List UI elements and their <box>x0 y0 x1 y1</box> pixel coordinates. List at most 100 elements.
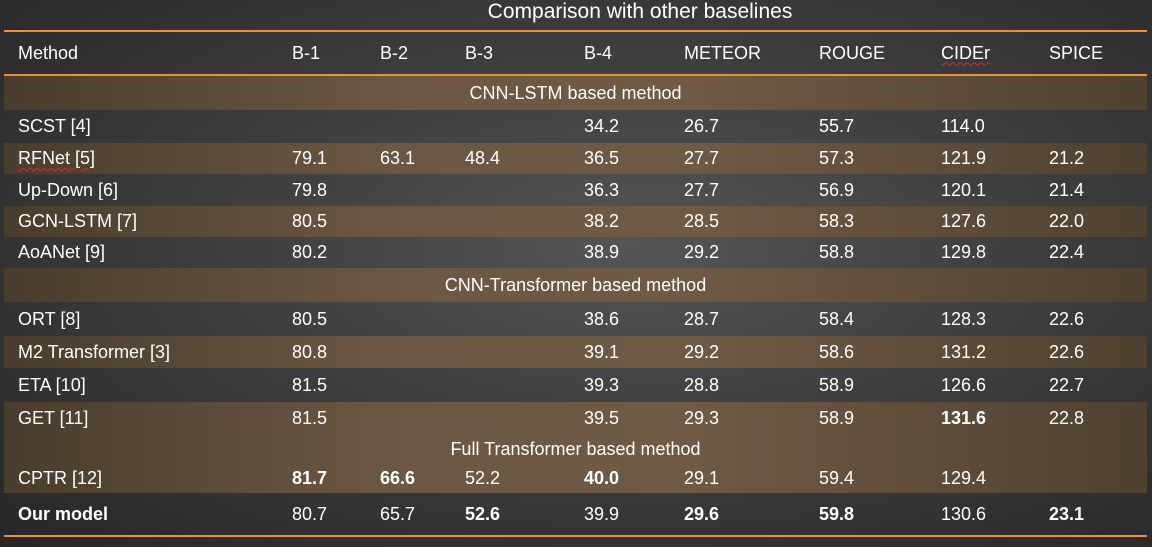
method-cell: M2 Transformer [3] <box>18 336 170 368</box>
value-cell-b-1: 80.2 <box>292 242 328 262</box>
column-header-label: B-3 <box>465 42 494 63</box>
method-name: AoANet [9] <box>18 242 106 262</box>
method-cell: GCN-LSTM [7] <box>18 206 137 237</box>
column-header-label: B-4 <box>584 42 613 63</box>
method-cell: AoANet [9] <box>18 237 105 268</box>
column-header-label: METEOR <box>684 42 762 63</box>
table-row: GET [11] 81.5 39.5 29.3 58.9 131.6 22.8 <box>4 402 1147 435</box>
column-header-label: SPICE <box>1049 42 1104 63</box>
value-cell-b-4: 38.2 <box>584 211 620 231</box>
value-cell-b-1: 79.1 <box>292 148 328 168</box>
method-cell: SCST [4] <box>18 110 91 143</box>
table-row: ORT [8] 80.5 38.6 28.7 58.4 128.3 22.6 <box>4 302 1147 336</box>
method-name: GET [11] <box>18 408 89 428</box>
value-cell-meteor: 28.5 <box>684 211 720 231</box>
value-cell-cider: 130.6 <box>941 503 987 524</box>
value-cell-b-1: 80.7 <box>292 503 328 524</box>
column-header-b-1: B-1 <box>292 32 320 74</box>
value-cell-spice: 21.4 <box>1049 179 1085 200</box>
header-rule <box>4 74 1147 76</box>
value-cell-b-2: 63.1 <box>380 148 416 168</box>
value-cell-spice: 22.7 <box>1049 374 1085 395</box>
method-name: CPTR [12] <box>18 467 103 488</box>
column-header-label: B-2 <box>380 42 409 63</box>
value-cell-b-4: 40.0 <box>584 467 620 488</box>
method-cell: ETA [10] <box>18 368 86 402</box>
comparison-table: Method B-1 B-2 B-3 B-4 METEOR ROUGE CIDEr SPICE C… <box>4 30 1147 537</box>
group-label: Full Transformer based method <box>450 438 701 459</box>
value-cell-b-1: 80.5 <box>292 308 328 329</box>
value-cell-b-4: 39.3 <box>584 374 620 395</box>
column-header-cider: CIDEr <box>941 32 990 74</box>
value-cell-b-3: 48.4 <box>465 148 501 168</box>
value-cell-meteor: 27.7 <box>684 148 720 168</box>
table-row: AoANet [9] 80.2 38.9 29.2 58.8 129.8 22.4 <box>4 237 1147 268</box>
value-cell-spice: 22.4 <box>1049 242 1085 262</box>
value-cell-b-1: 79.8 <box>292 179 328 200</box>
value-cell-rouge: 58.9 <box>819 374 855 395</box>
value-cell-cider: 131.6 <box>941 408 987 428</box>
column-header-label: CIDEr <box>941 42 990 63</box>
value-cell-meteor: 29.6 <box>684 503 720 524</box>
method-name: Up-Down [6] <box>18 179 119 200</box>
value-cell-rouge: 59.4 <box>819 467 855 488</box>
method-name: Our model <box>18 503 109 524</box>
value-cell-rouge: 59.8 <box>819 503 855 524</box>
method-cell: Our model <box>18 493 108 535</box>
column-header-spice: SPICE <box>1049 32 1103 74</box>
table-row: CPTR [12] 81.7 66.6 52.2 40.0 29.1 59.4 129.4 <box>4 463 1147 493</box>
column-header-method: Method <box>18 32 78 74</box>
method-name: RFNet [5] <box>18 148 96 168</box>
value-cell-cider: 131.2 <box>941 341 987 362</box>
column-header-rouge: ROUGE <box>819 32 885 74</box>
value-cell-b-4: 39.5 <box>584 408 620 428</box>
method-cell: GET [11] <box>18 402 88 435</box>
table-row: SCST [4] 34.2 26.7 55.7 114.0 <box>4 110 1147 143</box>
header-row: Method B-1 B-2 B-3 B-4 METEOR ROUGE CIDEr SPICE <box>4 32 1147 74</box>
value-cell-b-4: 38.9 <box>584 242 620 262</box>
column-header-label: Method <box>18 42 79 63</box>
value-cell-b-1: 80.8 <box>292 341 328 362</box>
column-header-meteor: METEOR <box>684 32 761 74</box>
value-cell-b-3: 52.6 <box>465 503 501 524</box>
value-cell-meteor: 28.8 <box>684 374 720 395</box>
top-rule <box>4 30 1147 32</box>
method-cell: CPTR [12] <box>18 463 102 493</box>
value-cell-b-1: 81.7 <box>292 467 328 488</box>
table-title: Comparison with other baselines <box>487 0 793 23</box>
column-header-label: ROUGE <box>819 42 886 63</box>
value-cell-meteor: 29.2 <box>684 341 720 362</box>
value-cell-cider: 127.6 <box>941 211 987 231</box>
value-cell-b-4: 38.6 <box>584 308 620 329</box>
value-cell-rouge: 55.7 <box>819 116 855 136</box>
value-cell-b-2: 66.6 <box>380 467 416 488</box>
value-cell-meteor: 26.7 <box>684 116 720 136</box>
value-cell-rouge: 58.8 <box>819 242 855 262</box>
value-cell-b-2: 65.7 <box>380 503 416 524</box>
group-label: CNN-Transformer based method <box>444 274 707 295</box>
value-cell-meteor: 29.2 <box>684 242 720 262</box>
value-cell-cider: 126.6 <box>941 374 987 395</box>
table-row: ETA [10] 81.5 39.3 28.8 58.9 126.6 22.7 <box>4 368 1147 402</box>
value-cell-meteor: 28.7 <box>684 308 720 329</box>
column-header-label: B-1 <box>292 42 321 63</box>
value-cell-b-1: 81.5 <box>292 408 328 428</box>
method-cell: Up-Down [6] <box>18 174 118 206</box>
method-cell: ORT [8] <box>18 302 80 336</box>
method-name: ETA [10] <box>18 374 86 395</box>
method-name: GCN-LSTM [7] <box>18 211 138 231</box>
column-header-b-3: B-3 <box>465 32 493 74</box>
method-name: M2 Transformer [3] <box>18 341 171 362</box>
value-cell-b-3: 52.2 <box>465 467 501 488</box>
value-cell-b-1: 80.5 <box>292 211 328 231</box>
value-cell-b-4: 39.1 <box>584 341 620 362</box>
value-cell-cider: 129.8 <box>941 242 987 262</box>
value-cell-rouge: 58.3 <box>819 211 855 231</box>
value-cell-b-4: 36.3 <box>584 179 620 200</box>
group-row: CNN-Transformer based method <box>4 268 1147 302</box>
value-cell-spice: 22.8 <box>1049 408 1085 428</box>
method-name: ORT [8] <box>18 308 81 329</box>
group-label: CNN-LSTM based method <box>469 82 682 103</box>
table-row: GCN-LSTM [7] 80.5 38.2 28.5 58.3 127.6 22.0 <box>4 206 1147 237</box>
value-cell-rouge: 56.9 <box>819 179 855 200</box>
